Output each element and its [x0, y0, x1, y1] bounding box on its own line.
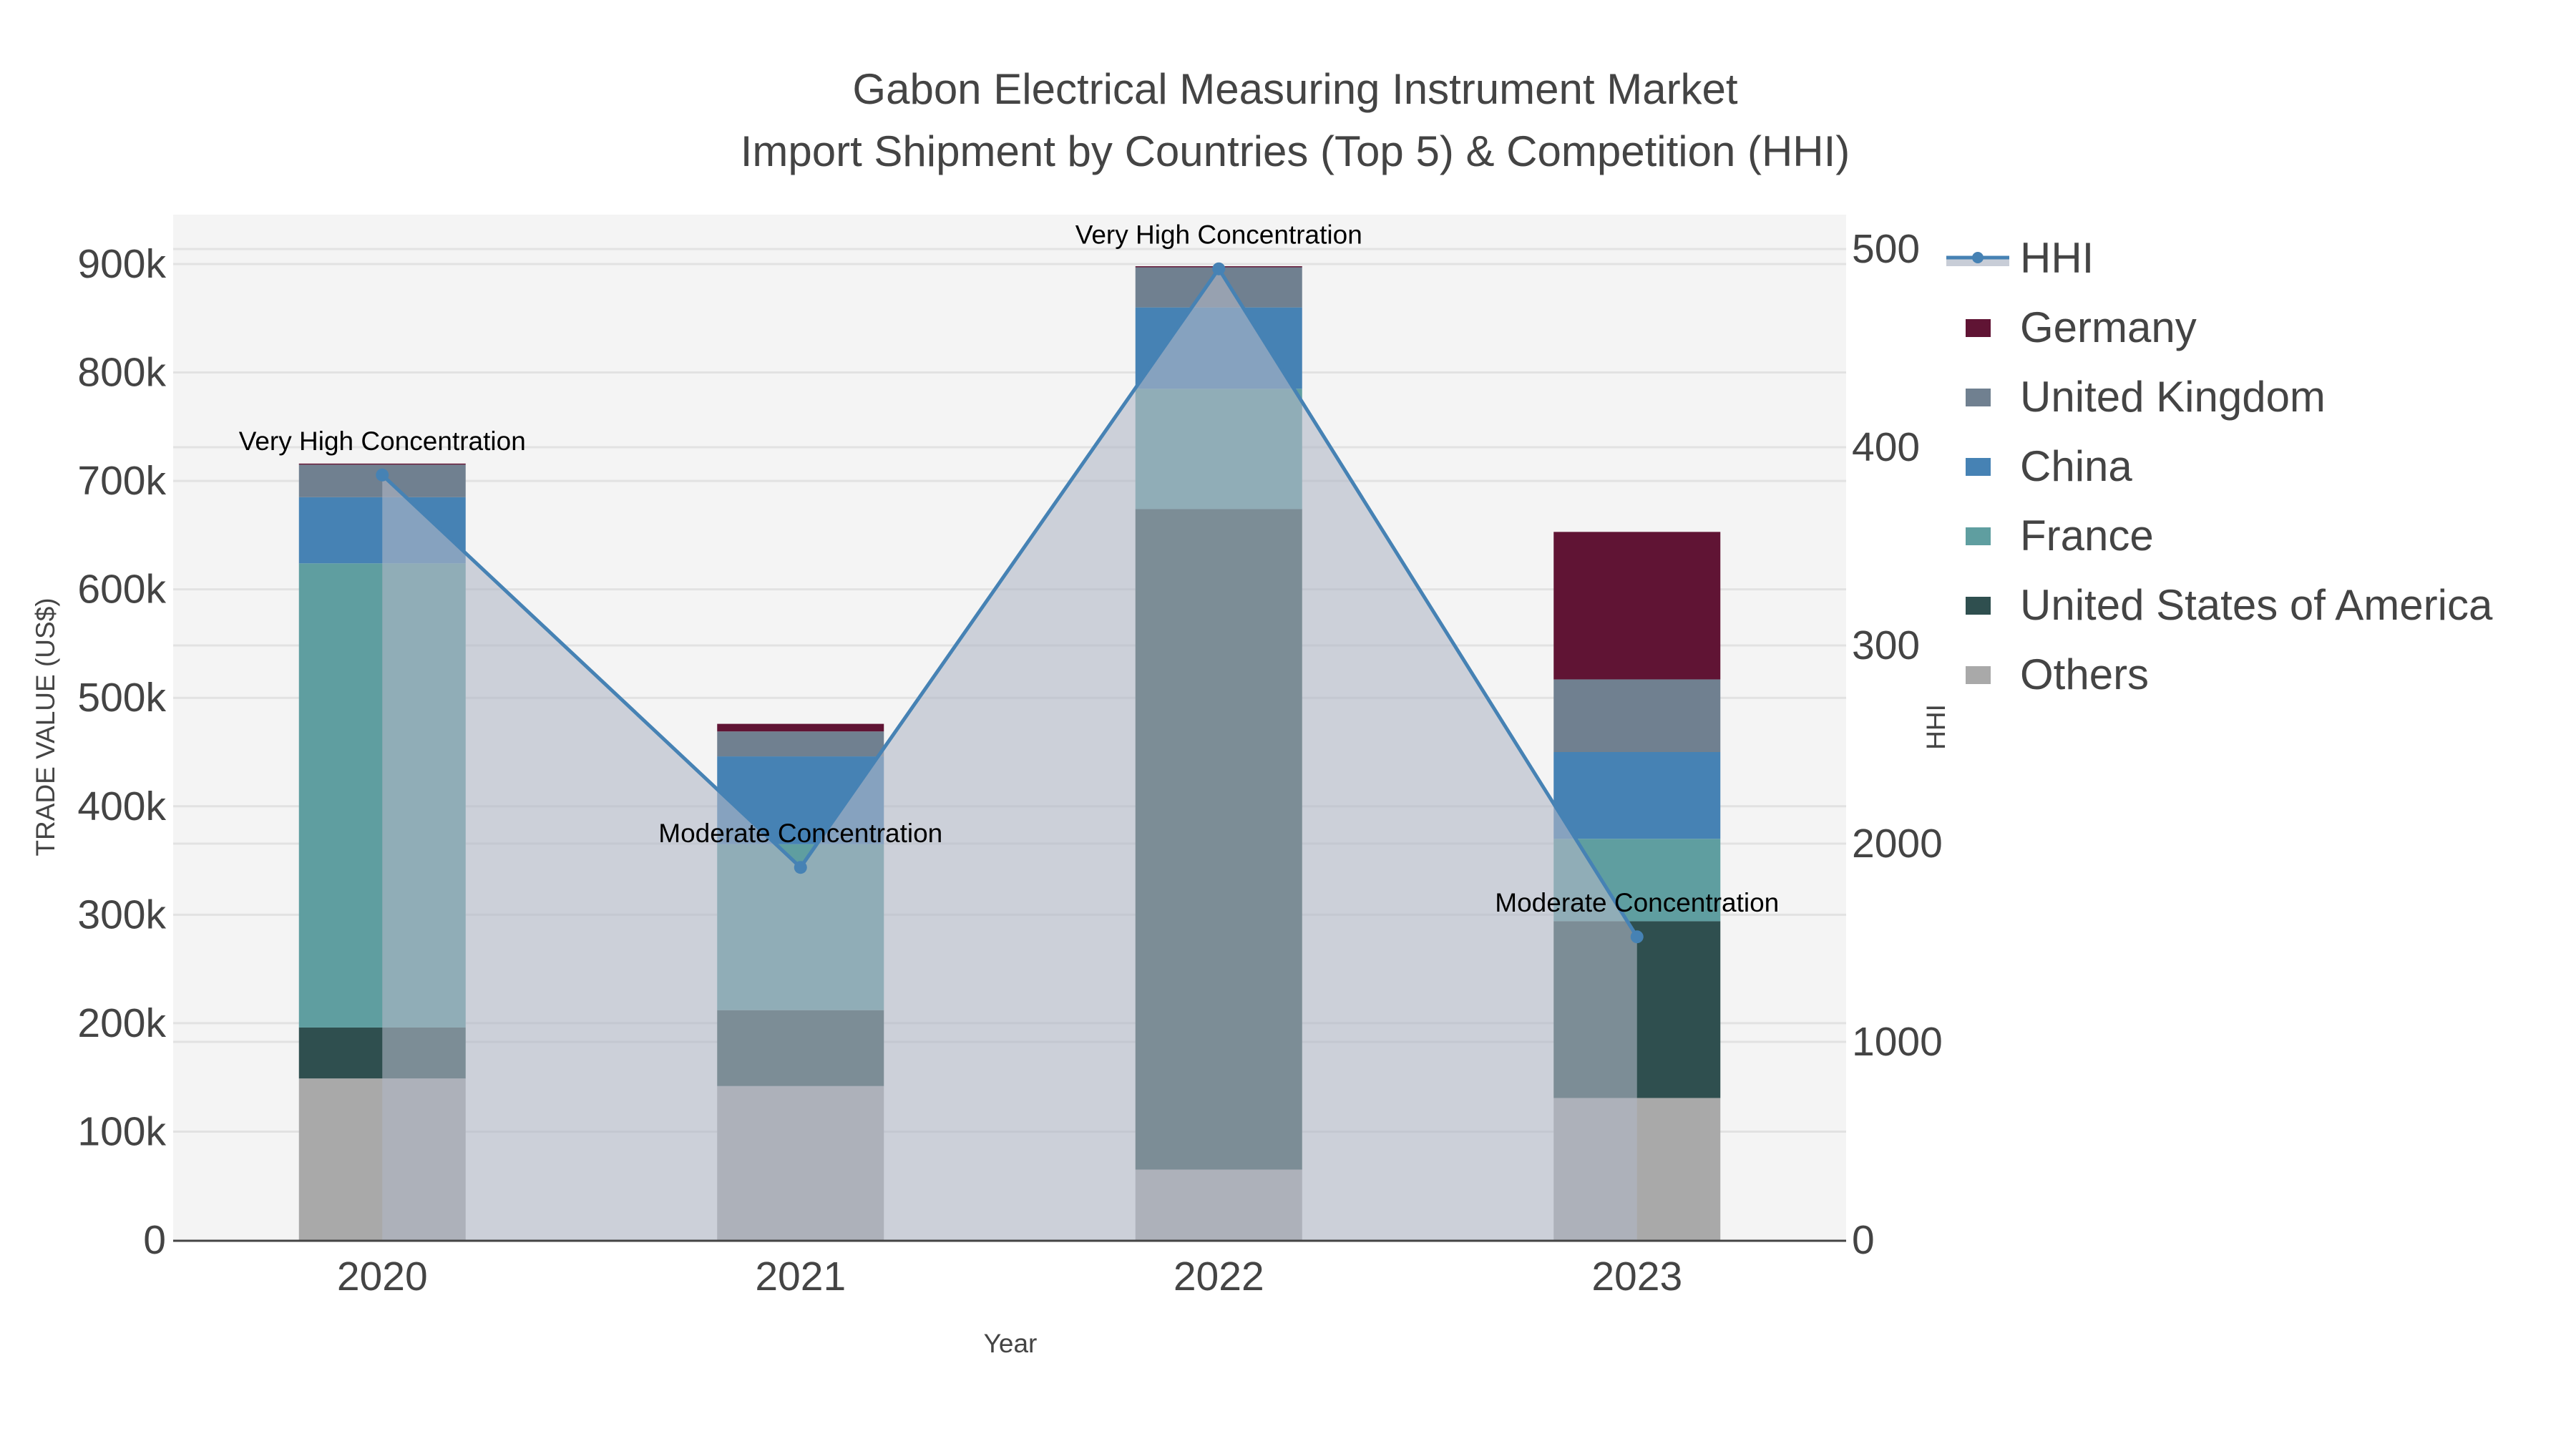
- legend-item: France: [1966, 512, 2154, 560]
- y-tick-label: 400k: [77, 784, 166, 829]
- y2-axis-ticks: 0 1000 2000 300 400 500: [1852, 226, 1943, 1263]
- hhi-annotation: Moderate Concentration: [658, 819, 942, 848]
- x-tick-label: 2022: [1174, 1254, 1264, 1299]
- chart-subtitle: Import Shipment by Countries (Top 5) & C…: [741, 127, 1850, 175]
- y2-tick-label: 2000: [1852, 821, 1943, 867]
- hhi-line: [381, 265, 1639, 938]
- legend-swatch: [1966, 458, 1991, 476]
- bar-segment-united-kingdom: [717, 731, 884, 757]
- hhi-point: [1212, 262, 1226, 275]
- y-tick-label: 0: [143, 1217, 166, 1263]
- legend-label: China: [2020, 442, 2132, 490]
- y-axis-ticks: 0 100k 200k 300k 400k 500k 600k 700k 800k 900k: [77, 241, 166, 1263]
- hhi-annotation: Moderate Concentration: [1495, 888, 1779, 917]
- bar-segment-united-kingdom: [1553, 679, 1721, 752]
- chart-title: Gabon Electrical Measuring Instrument Ma…: [852, 65, 1738, 113]
- legend-hhi-marker-icon: [1972, 252, 1984, 263]
- y2-tick-label: 300: [1852, 623, 1920, 668]
- x-tick-label: 2021: [755, 1254, 846, 1299]
- y2-axis-title: HHI: [1921, 704, 1951, 750]
- y-tick-label: 100k: [77, 1108, 166, 1154]
- y-tick-label: 500k: [77, 675, 166, 721]
- y-tick-label: 200k: [77, 1000, 166, 1046]
- hhi-area: [382, 268, 1637, 1241]
- legend-swatch: [1966, 666, 1991, 684]
- legend-item: United Kingdom: [1966, 373, 2326, 421]
- legend-item: Others: [1966, 650, 2149, 698]
- hhi-point: [794, 861, 807, 874]
- y-tick-label: 900k: [77, 241, 166, 287]
- bar-segment-germany: [298, 463, 466, 465]
- hhi-annotation: Very High Concentration: [1075, 220, 1362, 250]
- hhi-annotation: Very High Concentration: [239, 426, 526, 456]
- legend-label: Others: [2020, 650, 2149, 698]
- legend-item: United States of America: [1966, 581, 2493, 629]
- hhi-series: Very High Concentration Moderate Concentr…: [239, 220, 1779, 1241]
- y2-tick-label: 500: [1852, 226, 1920, 272]
- legend-item: Germany: [1966, 303, 2197, 351]
- legend-swatch: [1966, 319, 1991, 337]
- y2-tick-label: 400: [1852, 424, 1920, 470]
- x-tick-label: 2020: [337, 1254, 428, 1299]
- bar-segment-germany: [717, 723, 884, 732]
- legend-item: HHI: [1946, 234, 2094, 282]
- legend-label: Germany: [2020, 303, 2197, 351]
- legend-label: France: [2020, 512, 2154, 560]
- legend-item: China: [1966, 442, 2132, 490]
- hhi-point: [376, 468, 389, 482]
- y-axis-title: TRADE VALUE (US$): [31, 597, 60, 856]
- y-tick-label: 300k: [77, 892, 166, 937]
- x-axis-ticks: 2020 2021 2022 2023: [337, 1254, 1682, 1299]
- legend-swatch: [1966, 389, 1991, 406]
- x-axis-title: Year: [984, 1329, 1038, 1358]
- bar-segment-china: [1553, 752, 1721, 839]
- x-tick-label: 2023: [1591, 1254, 1682, 1299]
- legend-label: United States of America: [2020, 581, 2493, 629]
- bar-segment-germany: [1553, 532, 1721, 680]
- legend-swatch: [1966, 597, 1991, 615]
- y-tick-label: 800k: [77, 350, 166, 396]
- legend-swatch: [1966, 527, 1991, 545]
- y-tick-label: 600k: [77, 567, 166, 613]
- legend: HHI Germany United Kingdom China France Unite…: [1946, 234, 2493, 698]
- legend-label: HHI: [2020, 234, 2094, 282]
- legend-label: United Kingdom: [2020, 373, 2326, 421]
- hhi-point: [1630, 930, 1644, 944]
- y2-tick-label: 1000: [1852, 1019, 1943, 1065]
- y-tick-label: 700k: [77, 458, 166, 504]
- y2-tick-label: 0: [1852, 1217, 1875, 1263]
